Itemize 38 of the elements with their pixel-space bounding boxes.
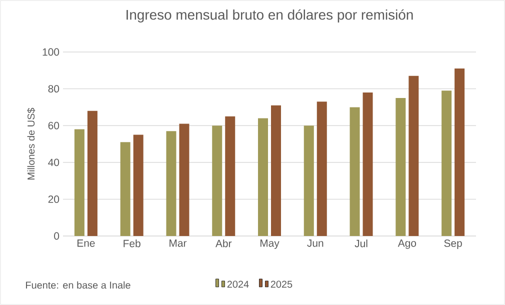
bar <box>87 110 98 236</box>
x-tick-label: May <box>260 240 280 249</box>
bar <box>316 102 327 236</box>
y-tick-label: 100 <box>42 48 60 56</box>
x-tick-label: Abr <box>215 240 232 248</box>
bar <box>74 129 84 236</box>
source-note: Fuente: en base a Inale <box>26 281 130 289</box>
y-tick-label: 60 <box>48 122 60 130</box>
x-tick-label: Jul <box>354 240 368 248</box>
bar <box>396 98 406 236</box>
x-tick-label: Sep <box>444 240 462 249</box>
bar <box>212 126 222 236</box>
x-tick-label: Feb <box>124 240 140 248</box>
bar <box>179 124 190 236</box>
x-tick-label: Ene <box>78 240 95 247</box>
bar <box>258 118 268 236</box>
bar <box>408 76 419 236</box>
bar <box>350 107 360 236</box>
x-tick-label: Mar <box>170 240 187 247</box>
y-tick-label: 20 <box>48 196 60 203</box>
y-tick-label: 0 <box>54 232 60 240</box>
bar <box>454 68 465 236</box>
y-axis-title: Millones de US$ <box>27 108 36 180</box>
bar <box>271 105 282 236</box>
bar <box>362 92 373 236</box>
bar <box>133 134 144 236</box>
x-tick-label: Jun <box>307 240 324 247</box>
legend-label: 2025 <box>270 280 292 288</box>
bar <box>166 131 176 236</box>
bar <box>442 90 452 236</box>
y-tick-label: 80 <box>48 85 60 93</box>
bar <box>225 116 236 236</box>
x-tick-label: Ago <box>398 240 416 249</box>
y-tick-label: 40 <box>48 158 60 166</box>
bar <box>120 142 130 236</box>
legend-label: 2024 <box>227 280 249 288</box>
bar <box>304 126 314 236</box>
chart-title: Ingreso mensual bruto en dólares por remisión <box>126 9 413 22</box>
